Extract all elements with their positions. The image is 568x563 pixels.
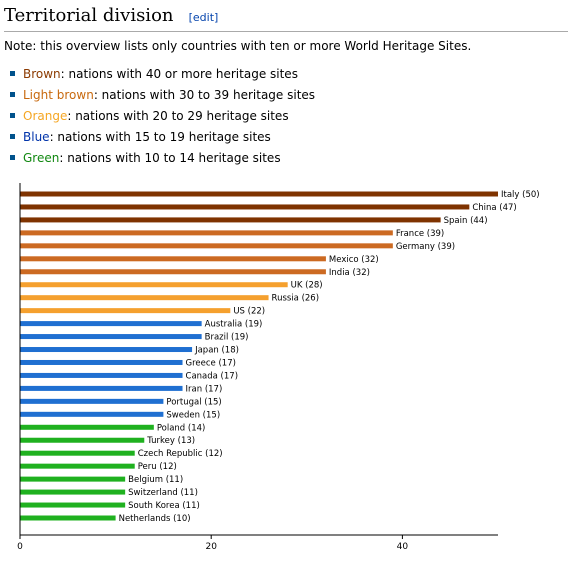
legend-description: : nations with 10 to 14 heritage sites [59,151,281,165]
bar-label: Czech Republic (12) [138,449,223,459]
bar-label: India (32) [329,268,370,278]
edit-bracket-close: ] [214,11,219,24]
bar [20,424,154,430]
bar-label: Canada (17) [186,371,239,381]
legend-description: : nations with 20 to 29 heritage sites [67,109,289,123]
section-heading: Territorial division [edit] [4,4,568,32]
legend-term: Green [23,151,60,165]
bar [20,463,135,469]
bar-label: Iran (17) [186,384,223,394]
bar-label: Belgium (11) [128,475,183,485]
section-title: Territorial division [4,5,174,26]
legend-item-light-brown: Light brown: nations with 30 to 39 herit… [10,85,315,106]
bar [20,217,441,223]
bar [20,295,269,301]
bar [20,437,145,443]
bar-label: Japan (18) [194,346,239,356]
bar [20,476,126,482]
legend-item-orange: Orange: nations with 20 to 29 heritage s… [10,106,315,127]
legend-term: Brown [23,67,61,81]
bar-label: Peru (12) [138,462,177,472]
bullet-icon [10,155,15,160]
legend-item-brown: Brown: nations with 40 or more heritage … [10,64,315,85]
bar [20,191,498,197]
bar [20,347,193,353]
bullet-icon [10,71,15,76]
bar [20,502,126,508]
bar-label: China (47) [472,203,516,213]
legend-item-blue: Blue: nations with 15 to 19 heritage sit… [10,127,315,148]
note-text: Note: this overview lists only countries… [4,39,472,53]
bar-label: Portugal (15) [166,397,221,407]
bar [20,515,116,521]
bar-label: Russia (26) [272,294,320,304]
bar-label: Spain (44) [444,216,488,226]
bar-label: Italy (50) [501,190,540,200]
bar [20,398,164,404]
bar-label: Greece (17) [186,358,236,368]
bar-label: Brazil (19) [205,333,249,343]
legend-description: : nations with 30 to 39 heritage sites [93,88,316,102]
bar [20,308,231,314]
bar-label: Switzerland (11) [128,488,198,498]
edit-link-label[interactable]: edit [192,11,215,24]
bar-label: Poland (14) [157,423,206,433]
bar [20,411,164,417]
bar [20,256,326,262]
edit-link[interactable]: [edit] [189,11,219,24]
bar-label: UK (28) [291,281,323,291]
bar [20,269,326,275]
bar [20,321,202,327]
legend-list: Brown: nations with 40 or more heritage … [10,64,315,169]
bar [20,282,288,288]
bar-label: South Korea (11) [128,501,200,511]
x-tick-label: 40 [397,542,409,552]
legend-description: : nations with 40 or more heritage sites [60,67,298,81]
bar [20,372,183,378]
bar [20,385,183,391]
legend-term: Blue [23,130,50,144]
bar-label: Netherlands (10) [119,514,191,524]
bar-label: Sweden (15) [166,410,220,420]
bar [20,243,393,249]
bar [20,204,470,210]
bar [20,359,183,365]
bar [20,230,393,236]
x-tick-label: 0 [17,542,23,552]
bar [20,450,135,456]
bar-label: Germany (39) [396,242,455,252]
edit-bracket-open: [ [188,11,193,24]
bar-label: Turkey (13) [146,436,195,446]
legend-item-green: Green: nations with 10 to 14 heritage si… [10,148,315,169]
bullet-icon [10,113,15,118]
bullet-icon [10,92,15,97]
legend-term: Light brown [23,88,94,102]
bar [20,334,202,340]
x-tick-label: 20 [205,542,217,552]
bar-label: France (39) [396,229,444,239]
bullet-icon [10,134,15,139]
bar-label: Mexico (32) [329,255,379,265]
bar-label: US (22) [233,307,265,317]
bar-label: Australia (19) [205,320,263,330]
legend-description: : nations with 15 to 19 heritage sites [49,130,271,144]
bar [20,489,126,495]
legend-term: Orange [23,109,68,123]
